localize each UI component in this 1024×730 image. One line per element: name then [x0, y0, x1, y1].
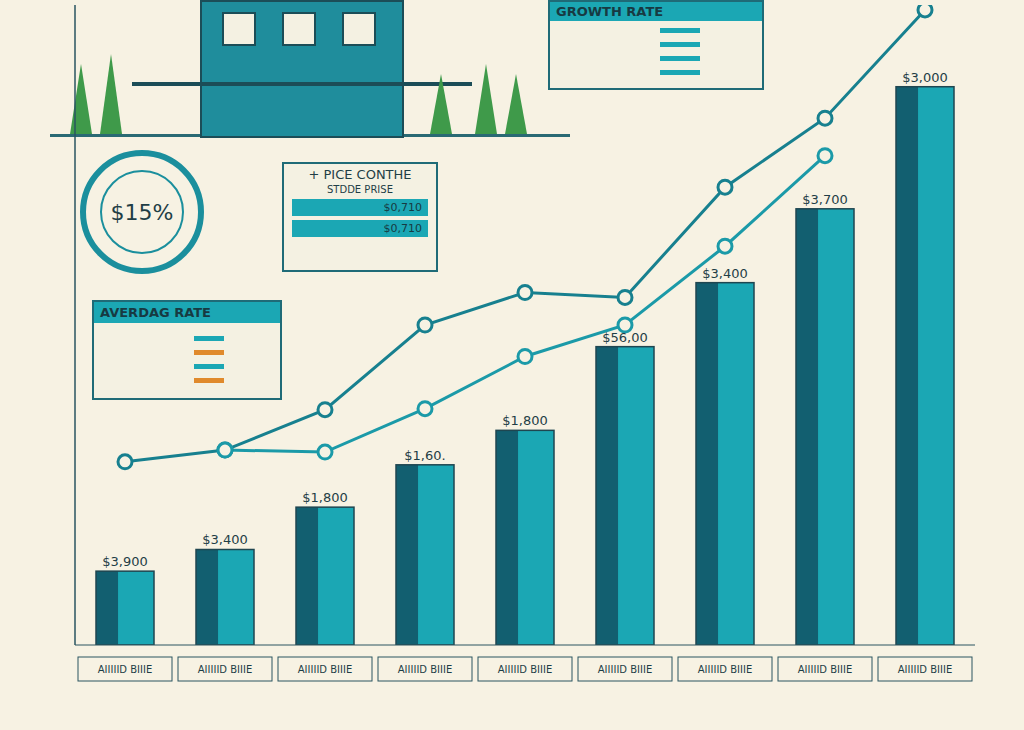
svg-text:$3,700: $3,700: [802, 192, 848, 207]
svg-text:$1,60.: $1,60.: [404, 448, 445, 463]
svg-text:$56,00: $56,00: [602, 330, 648, 345]
html-text:$0,710: $0,710: [383, 201, 422, 214]
svg-text:AIIIIID BIIIE: AIIIIID BIIIE: [298, 664, 353, 675]
html-text:GROWTH RATE: GROWTH RATE: [556, 4, 664, 19]
svg-text:AIIIIID BIIIE: AIIIIID BIIIE: [498, 664, 553, 675]
svg-text:$3,900: $3,900: [102, 554, 148, 569]
svg-text:$3,000: $3,000: [902, 70, 948, 85]
svg-text:$1,800: $1,800: [302, 490, 348, 505]
html-text:$0,710: $0,710: [383, 222, 422, 235]
html-text:$15%: $15%: [110, 199, 174, 225]
svg-text:AIIIIID BIIIE: AIIIIID BIIIE: [398, 664, 453, 675]
svg-text:AIIIIID BIIIE: AIIIIID BIIIE: [798, 664, 853, 675]
svg-text:AIIIIID BIIIE: AIIIIID BIIIE: [698, 664, 753, 675]
html-text:+ PICE CONTHE: + PICE CONTHE: [308, 167, 412, 182]
html-text:AVERDAG RATE: AVERDAG RATE: [100, 305, 211, 320]
svg-text:$1,800: $1,800: [502, 413, 548, 428]
svg-text:AIIIIID BIIIE: AIIIIID BIIIE: [198, 664, 253, 675]
html-text:STDDE PRISE: STDDE PRISE: [327, 184, 393, 195]
svg-text:AIIIIID BIIIE: AIIIIID BIIIE: [598, 664, 653, 675]
svg-text:AIIIIID BIIIE: AIIIIID BIIIE: [98, 664, 153, 675]
svg-text:AIIIIID BIIIE: AIIIIID BIIIE: [898, 664, 953, 675]
svg-text:$3,400: $3,400: [702, 266, 748, 281]
svg-text:$3,400: $3,400: [202, 532, 248, 547]
